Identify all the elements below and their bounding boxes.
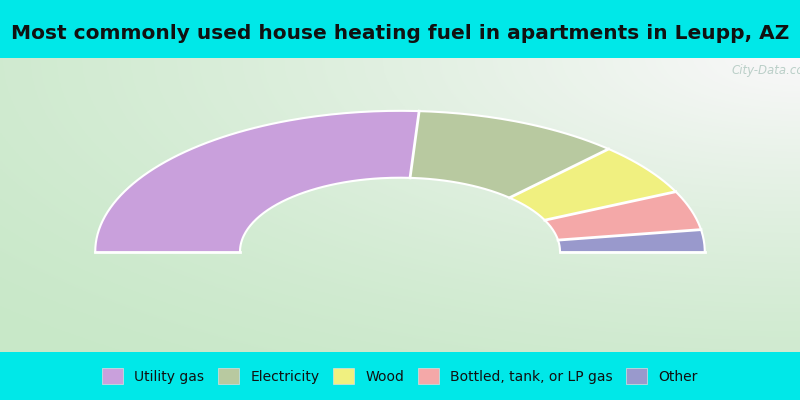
Text: City-Data.com: City-Data.com (732, 64, 800, 77)
Polygon shape (95, 111, 419, 252)
Polygon shape (510, 149, 676, 220)
Legend: Utility gas, Electricity, Wood, Bottled, tank, or LP gas, Other: Utility gas, Electricity, Wood, Bottled,… (98, 364, 702, 388)
Polygon shape (410, 111, 609, 198)
Text: Most commonly used house heating fuel in apartments in Leupp, AZ: Most commonly used house heating fuel in… (11, 24, 789, 43)
Polygon shape (545, 192, 701, 240)
Polygon shape (558, 230, 705, 252)
